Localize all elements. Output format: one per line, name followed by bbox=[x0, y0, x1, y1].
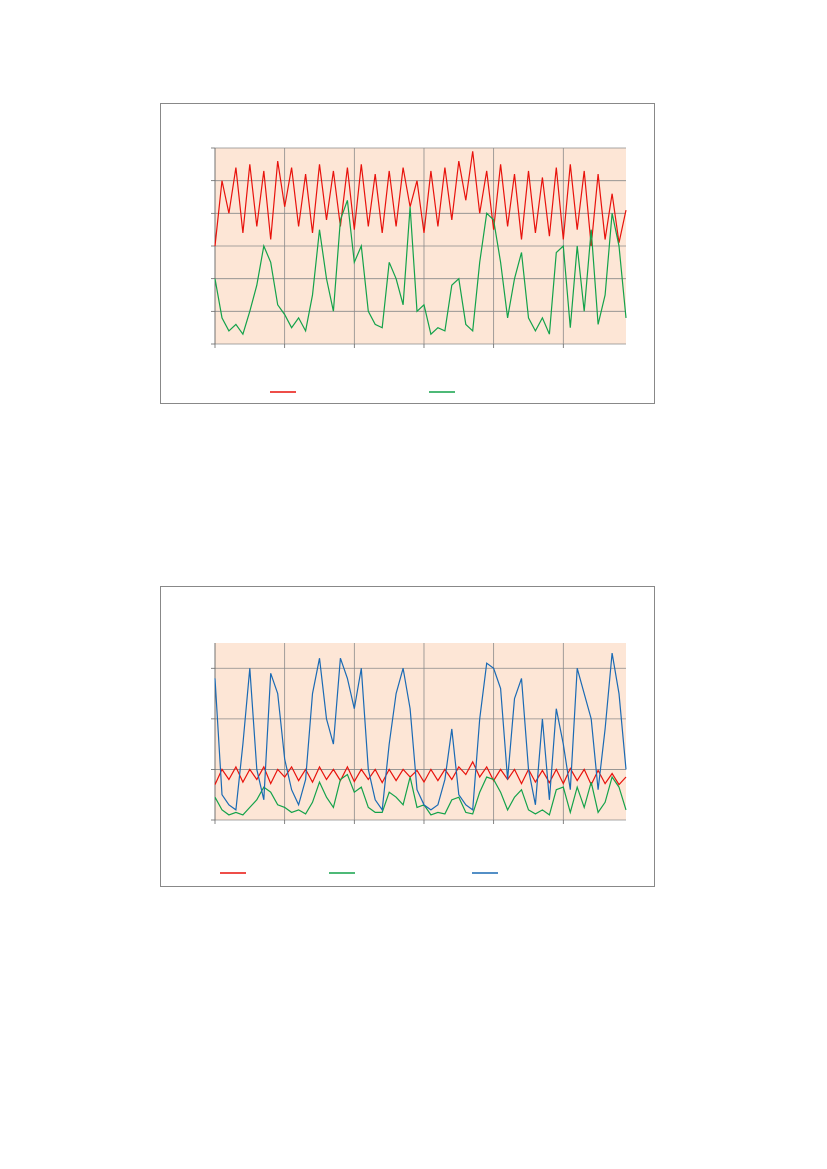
series-line bbox=[214, 652, 627, 812]
plot-area bbox=[215, 643, 626, 820]
series-line bbox=[214, 760, 627, 787]
series-line bbox=[214, 151, 627, 247]
series-line bbox=[214, 773, 627, 816]
series-line bbox=[214, 200, 627, 336]
